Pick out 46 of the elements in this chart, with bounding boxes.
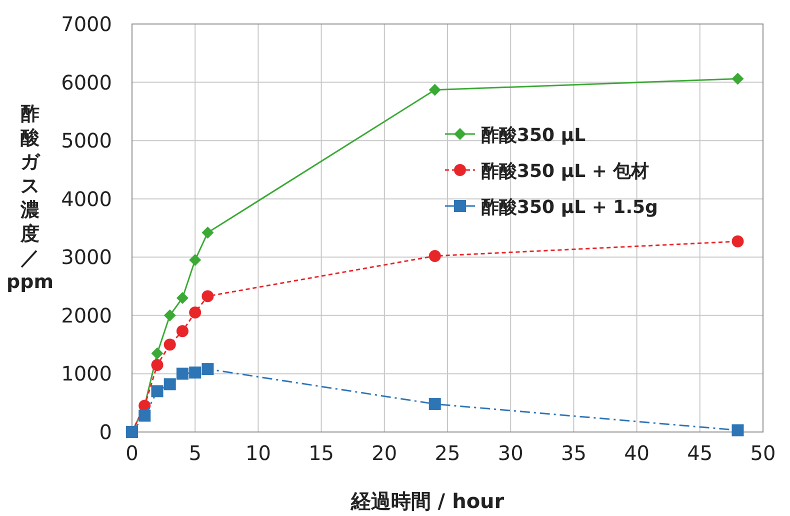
point [151,347,164,360]
y-axis-title: 酢酸ガス濃度／ppm [6,103,54,293]
x-tick-label: 35 [560,441,586,465]
point [164,309,176,322]
x-tick-label: 30 [498,441,524,465]
x-tick-label: 5 [188,441,202,465]
y-tick-label: 0 [99,420,112,444]
point [189,366,202,379]
x-axis-title: 経過時間 / hour [350,489,504,513]
point [189,254,202,266]
point [189,306,202,319]
y-tick-label: 1000 [61,362,112,386]
point [151,385,164,398]
y-tick-label: 7000 [61,12,112,36]
x-tick-label: 45 [687,441,713,465]
point [428,84,441,96]
point [176,368,188,380]
point [164,338,176,351]
x-tick-label: 10 [245,441,271,465]
legend-label: 酢酸350 µL [481,125,586,146]
x-tick-label: 0 [126,441,138,465]
point [732,72,744,85]
y-tick-label: 2000 [61,303,112,328]
y-tick-label: 5000 [61,128,112,153]
x-tick-label: 20 [372,441,398,465]
point [732,235,744,248]
point [428,250,441,262]
y-tick-label: 6000 [61,70,112,94]
legend-label: 酢酸350 µL + 1.5g [481,197,658,218]
point [202,290,214,302]
legend-label: 酢酸350 µL + 包材 [481,161,650,182]
y-tick-label: 3000 [61,245,112,270]
point [176,292,188,304]
point [202,363,214,376]
point [176,325,188,338]
point [202,226,214,239]
point [428,398,441,410]
point [138,410,151,422]
point [164,378,176,390]
point [151,358,164,371]
x-tick-label: 25 [434,441,460,465]
x-tick-label: 40 [624,441,650,465]
y-tick-label: 4000 [61,186,112,211]
x-tick-label: 50 [750,441,776,465]
x-tick-label: 15 [308,441,334,465]
point [732,424,744,436]
